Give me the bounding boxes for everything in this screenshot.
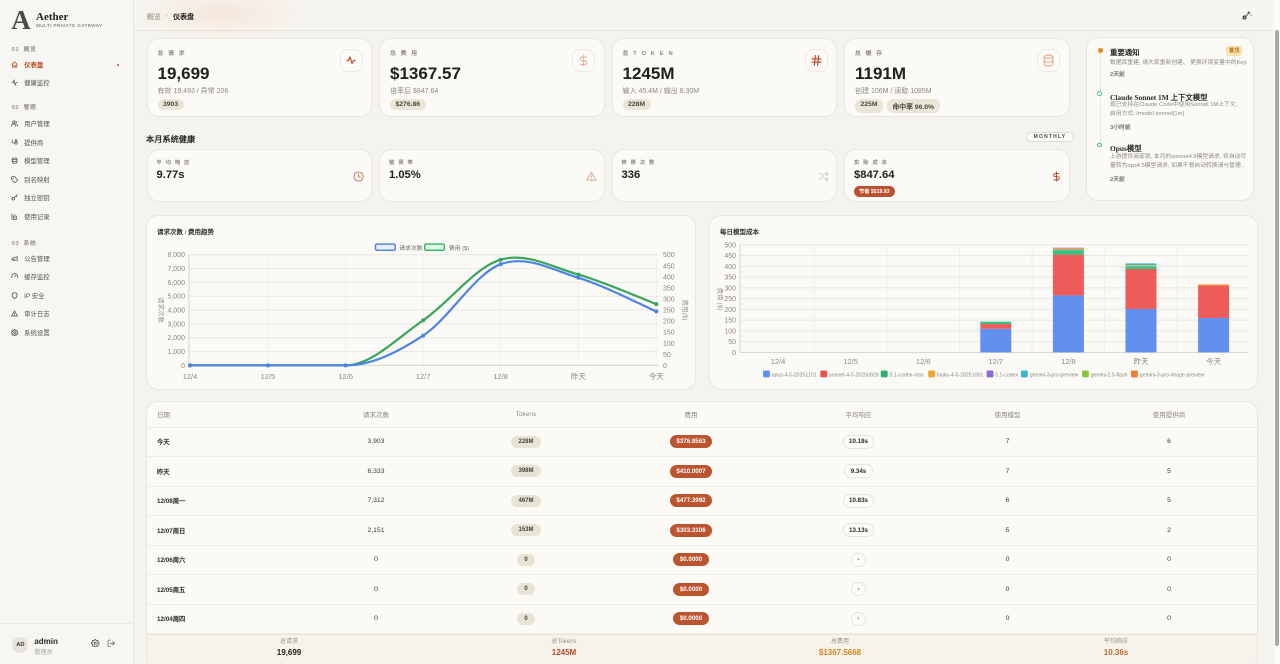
svg-text:200: 200: [663, 319, 675, 326]
svg-text:0: 0: [732, 350, 736, 357]
svg-text:费用 ($): 费用 ($): [716, 288, 725, 311]
svg-text:5.1-codex: 5.1-codex: [995, 372, 1018, 378]
svg-text:12/4: 12/4: [183, 372, 198, 381]
svg-text:1,000: 1,000: [167, 349, 185, 356]
svg-text:12/5: 12/5: [843, 357, 858, 366]
svg-text:5.1-codex-max: 5.1-codex-max: [890, 372, 925, 378]
svg-text:费用($): 费用($): [681, 300, 690, 321]
svg-text:50: 50: [663, 352, 671, 359]
svg-text:50: 50: [728, 339, 736, 346]
svg-text:500: 500: [663, 252, 675, 259]
svg-text:sonnet-4-5-20250929: sonnet-4-5-20250929: [829, 372, 879, 378]
svg-text:150: 150: [663, 330, 675, 337]
svg-text:350: 350: [724, 275, 736, 282]
svg-text:gemini-3-pro-image-preview: gemini-3-pro-image-preview: [1140, 372, 1205, 378]
svg-text:今天: 今天: [1206, 356, 1221, 366]
svg-text:0: 0: [663, 363, 667, 370]
svg-text:今天: 今天: [649, 371, 664, 381]
svg-text:昨天: 昨天: [1134, 356, 1150, 366]
svg-text:3,000: 3,000: [167, 321, 185, 328]
svg-text:请求次数: 请求次数: [399, 244, 422, 252]
svg-text:12/5: 12/5: [261, 372, 276, 381]
svg-text:5,000: 5,000: [167, 294, 185, 301]
svg-text:12/4: 12/4: [771, 357, 786, 366]
svg-text:350: 350: [663, 285, 675, 292]
svg-text:100: 100: [663, 341, 675, 348]
svg-text:费用 ($): 费用 ($): [449, 244, 469, 252]
svg-text:4,000: 4,000: [167, 308, 185, 315]
svg-text:12/7: 12/7: [416, 372, 431, 381]
svg-text:12/6: 12/6: [338, 372, 353, 381]
svg-text:300: 300: [724, 285, 736, 292]
svg-text:7,000: 7,000: [167, 266, 185, 273]
svg-text:12/6: 12/6: [916, 357, 931, 366]
svg-text:250: 250: [724, 296, 736, 303]
svg-text:100: 100: [724, 328, 736, 335]
svg-text:opus-4-5-20251101: opus-4-5-20251101: [772, 372, 817, 378]
svg-text:请求次数: 请求次数: [157, 297, 166, 324]
svg-text:0: 0: [181, 363, 185, 370]
svg-text:12/8: 12/8: [1061, 357, 1076, 366]
svg-text:250: 250: [663, 308, 675, 315]
svg-text:2,000: 2,000: [167, 335, 185, 342]
svg-text:昨天: 昨天: [571, 371, 586, 381]
svg-text:6,000: 6,000: [167, 280, 185, 287]
svg-text:300: 300: [663, 297, 675, 304]
svg-text:450: 450: [724, 253, 736, 260]
svg-text:450: 450: [663, 263, 675, 270]
svg-text:400: 400: [724, 264, 736, 271]
svg-text:12/7: 12/7: [988, 357, 1003, 366]
svg-text:12/8: 12/8: [493, 372, 508, 381]
svg-text:400: 400: [663, 274, 675, 281]
svg-text:gemini-3-pro-preview: gemini-3-pro-preview: [1030, 372, 1079, 378]
svg-text:150: 150: [724, 318, 736, 325]
svg-text:8,000: 8,000: [167, 252, 185, 259]
svg-text:200: 200: [724, 307, 736, 314]
svg-text:haiku-4-5-20251001: haiku-4-5-20251001: [937, 372, 984, 378]
svg-text:gemini-2.5-flash: gemini-2.5-flash: [1091, 372, 1128, 378]
svg-text:500: 500: [724, 242, 736, 249]
